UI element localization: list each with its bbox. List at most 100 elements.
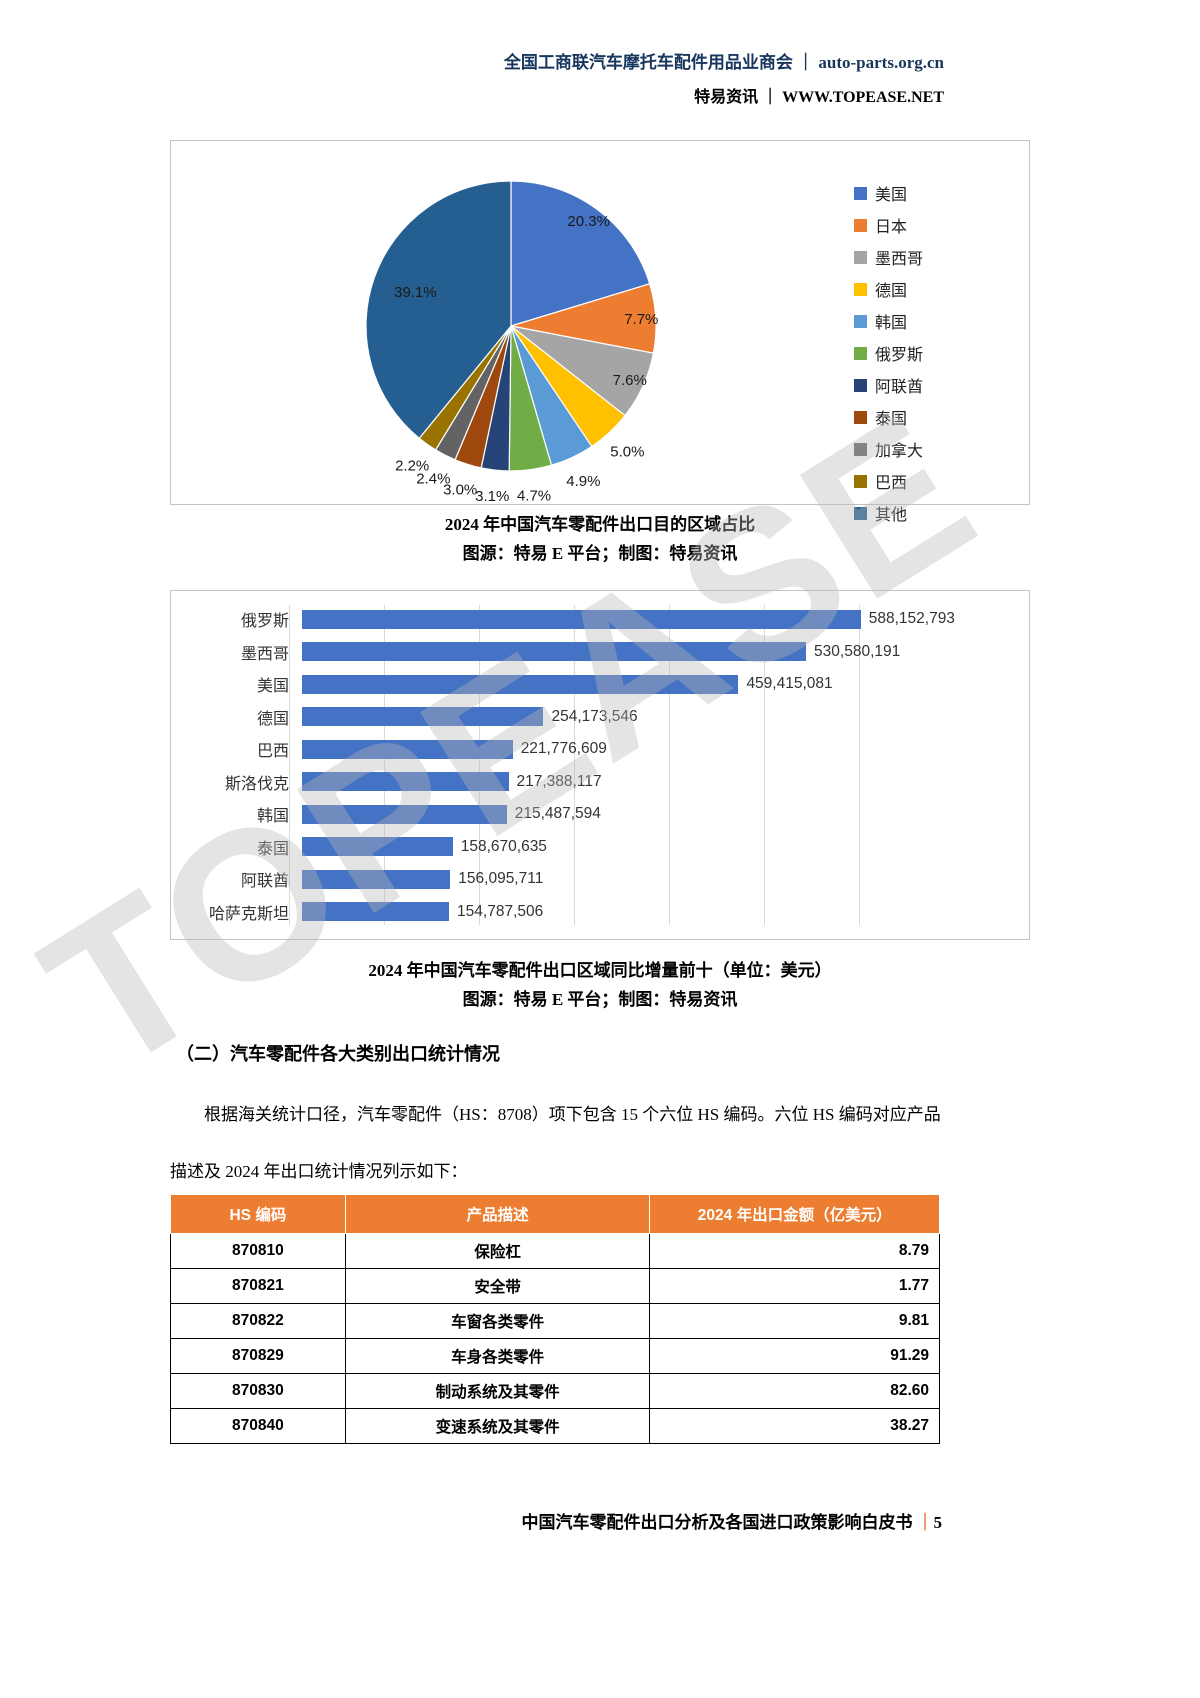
bar-chart-panel: 俄罗斯 588,152,793 墨西哥 530,580,191 美国 459,415,08… (170, 590, 1030, 940)
pie-value-label: 7.6% (613, 372, 647, 389)
legend-swatch (854, 218, 867, 232)
pie-value-label: 2.2% (395, 458, 429, 475)
bar-row-俄罗斯: 俄罗斯 588,152,793 (189, 603, 1011, 636)
legend-label: 加拿大 (875, 443, 924, 460)
table-row: 870810 保险杠 8.79 (170, 1233, 940, 1269)
bar-category-label: 巴西 (256, 743, 289, 761)
bar-track: 156,095,711 (302, 869, 967, 889)
table-cell: 870810 (170, 1233, 346, 1269)
bar-value-label: 156,095,711 (458, 870, 544, 888)
pie-chart-panel: 20.3% 7.7% 7.6% 5.0% 4.9% 4.7% 3.1% 3.0% 2.4% 2.2… (170, 140, 1030, 524)
table-cell: 870830 (170, 1373, 346, 1409)
bar-row-美国: 美国 459,415,081 (189, 668, 1011, 701)
bar-row-德国: 德国 254,173,546 (189, 701, 1011, 734)
pie-chart-source-note: 图源：特易 E 平台；制图：特易资讯 (462, 544, 738, 563)
table-row: 870829 车身各类零件 91.29 (170, 1338, 940, 1374)
bar (302, 772, 509, 792)
legend-swatch (854, 186, 867, 200)
table-header-cell: 产品描述 (344, 1194, 651, 1234)
table-cell: 车身各类零件 (344, 1338, 651, 1374)
bar (302, 707, 544, 727)
pie-value-label: 4.9% (566, 473, 600, 490)
legend-item-俄罗斯: 俄罗斯 (854, 341, 923, 365)
legend-swatch (854, 442, 867, 456)
header-association-line: 全国工商联汽车摩托车配件用品业商会 ｜ auto-parts.org.cn (503, 53, 944, 72)
pie-chart-title: 2024 年中国汽车零配件出口目的区域占比 (444, 515, 756, 534)
section-heading: （二）汽车零配件各大类别出口统计情况 (176, 1044, 500, 1064)
bar-category-label: 俄罗斯 (240, 613, 289, 631)
legend-label: 德国 (875, 283, 908, 300)
table-cell: 保险杠 (344, 1233, 651, 1269)
table-row: 870822 车窗各类零件 9.81 (170, 1303, 940, 1339)
bar-chart-source-note: 图源：特易 E 平台；制图：特易资讯 (462, 990, 738, 1009)
legend-swatch (854, 506, 867, 520)
bar (302, 902, 450, 922)
legend-swatch (854, 474, 867, 488)
legend-item-墨西哥: 墨西哥 (854, 245, 923, 269)
table-header-row: HS 编码 产品描述 2024 年出口金额（亿美元） (170, 1194, 940, 1234)
bar-track: 459,415,081 (302, 674, 967, 694)
bar-value-label: 221,776,609 (520, 740, 607, 758)
table-cell: 870822 (170, 1303, 346, 1339)
pie-chart: 20.3% 7.7% 7.6% 5.0% 4.9% 4.7% 3.1%3.0%2.4%2.2… (365, 180, 658, 505)
table-cell: 870821 (170, 1268, 346, 1304)
legend-label: 美国 (875, 187, 908, 204)
bar-row-韩国: 韩国 215,487,594 (189, 798, 1011, 831)
legend-item-德国: 德国 (854, 277, 923, 301)
bar-category-label: 斯洛伐克 (224, 775, 289, 793)
table-cell: 8.79 (649, 1233, 940, 1269)
hs-code-table: HS 编码 产品描述 2024 年出口金额（亿美元） 870810 保险杠 8.79 87… (170, 1194, 940, 1444)
legend-item-日本: 日本 (854, 213, 923, 237)
bar-track: 530,580,191 (302, 642, 967, 662)
bar-row-墨西哥: 墨西哥 530,580,191 (189, 636, 1011, 669)
header-topease-line: 特易资讯 ｜ WWW.TOPEASE.NET (694, 89, 944, 106)
legend-swatch (854, 346, 867, 360)
table-row: 870840 变速系统及其零件 38.27 (170, 1408, 940, 1444)
bar-row-哈萨克斯坦: 哈萨克斯坦 154,787,506 (189, 896, 1011, 929)
bar-category-label: 韩国 (256, 808, 289, 826)
bar-value-label: 158,670,635 (460, 837, 547, 855)
body-paragraph-line1: 根据海关统计口径，汽车零配件（HS：8708）项下包含 15 个六位 HS 编码… (204, 1105, 941, 1124)
legend-item-美国: 美国 (854, 181, 923, 205)
pie-value-label: 3.1% (475, 488, 509, 505)
legend-item-其他: 其他 (854, 501, 923, 525)
table-header-cell: HS 编码 (170, 1194, 346, 1234)
table-cell: 1.77 (649, 1268, 940, 1304)
pie-value-label: 20.3% (567, 213, 610, 230)
bar-track: 588,152,793 (302, 609, 967, 629)
bar-row-巴西: 巴西 221,776,609 (189, 733, 1011, 766)
bar-category-label: 墨西哥 (240, 645, 289, 663)
table-cell: 870829 (170, 1338, 346, 1374)
bar (302, 609, 861, 629)
bar-track: 215,487,594 (302, 804, 967, 824)
bar-category-label: 德国 (256, 710, 289, 728)
pie-value-label: 2.4% (416, 470, 450, 487)
table-cell: 制动系统及其零件 (344, 1373, 651, 1409)
legend-label: 其他 (875, 507, 908, 524)
table-cell: 9.81 (649, 1303, 940, 1339)
bar (302, 869, 451, 889)
pie-value-label: 3.0% (443, 481, 477, 498)
table-cell: 38.27 (649, 1408, 940, 1444)
table-cell: 车窗各类零件 (344, 1303, 651, 1339)
legend-label: 韩国 (875, 315, 908, 332)
legend-item-泰国: 泰国 (854, 405, 923, 429)
footer-page-number: 5 (933, 1513, 943, 1532)
legend-swatch (854, 378, 867, 392)
legend-label: 巴西 (875, 475, 908, 492)
bar-value-label: 154,787,506 (457, 902, 544, 920)
table-row: 870821 安全带 1.77 (170, 1268, 940, 1304)
bar-track: 154,787,506 (302, 902, 967, 922)
bar (302, 674, 739, 694)
table-header-cell: 2024 年出口金额（亿美元） (649, 1194, 940, 1234)
pie-value-label: 39.1% (394, 284, 437, 301)
bar-chart: 俄罗斯 588,152,793 墨西哥 530,580,191 美国 459,415,08… (189, 603, 1011, 928)
legend-swatch (854, 250, 867, 264)
bar-value-label: 254,173,546 (551, 707, 638, 725)
legend-swatch (854, 410, 867, 424)
legend-item-加拿大: 加拿大 (854, 437, 923, 461)
bar-value-label: 530,580,191 (814, 642, 901, 660)
bar-category-label: 泰国 (256, 840, 289, 858)
document-header: 全国工商联汽车摩托车配件用品业商会 ｜ auto-parts.org.cn 特易… (504, 48, 944, 107)
